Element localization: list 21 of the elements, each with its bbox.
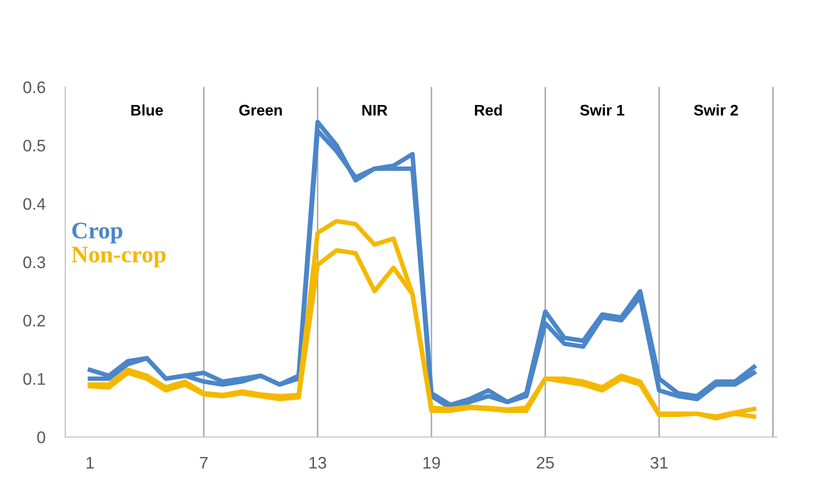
x-tick-label: 13 — [310, 456, 326, 469]
y-tick-label: 0.6 — [23, 81, 46, 94]
x-tick-label: 19 — [423, 456, 440, 469]
x-tick-label: 31 — [650, 456, 668, 469]
annotation: Red — [474, 104, 502, 116]
y-tick-label: 0.4 — [23, 198, 46, 210]
annotation: Swir 1 — [580, 104, 624, 116]
text: Non-crop — [72, 246, 166, 268]
annotation: Swir 2 — [694, 104, 738, 116]
y-tick-label: 0.2 — [23, 314, 46, 327]
text: Crop — [72, 222, 122, 244]
x-tick-label: 25 — [536, 456, 554, 469]
y-tick-label: 0.3 — [23, 256, 46, 268]
y-tick-label: 0.5 — [23, 140, 46, 152]
x-tick-label: 1 — [86, 457, 94, 469]
y-tick-label: 0 — [37, 431, 46, 444]
annotation: NIR — [362, 104, 388, 116]
x-tick-label: 7 — [200, 457, 208, 469]
annotation: Green — [239, 104, 282, 116]
y-tick-label: 0.1 — [23, 373, 46, 385]
annotation: Blue — [131, 104, 163, 116]
